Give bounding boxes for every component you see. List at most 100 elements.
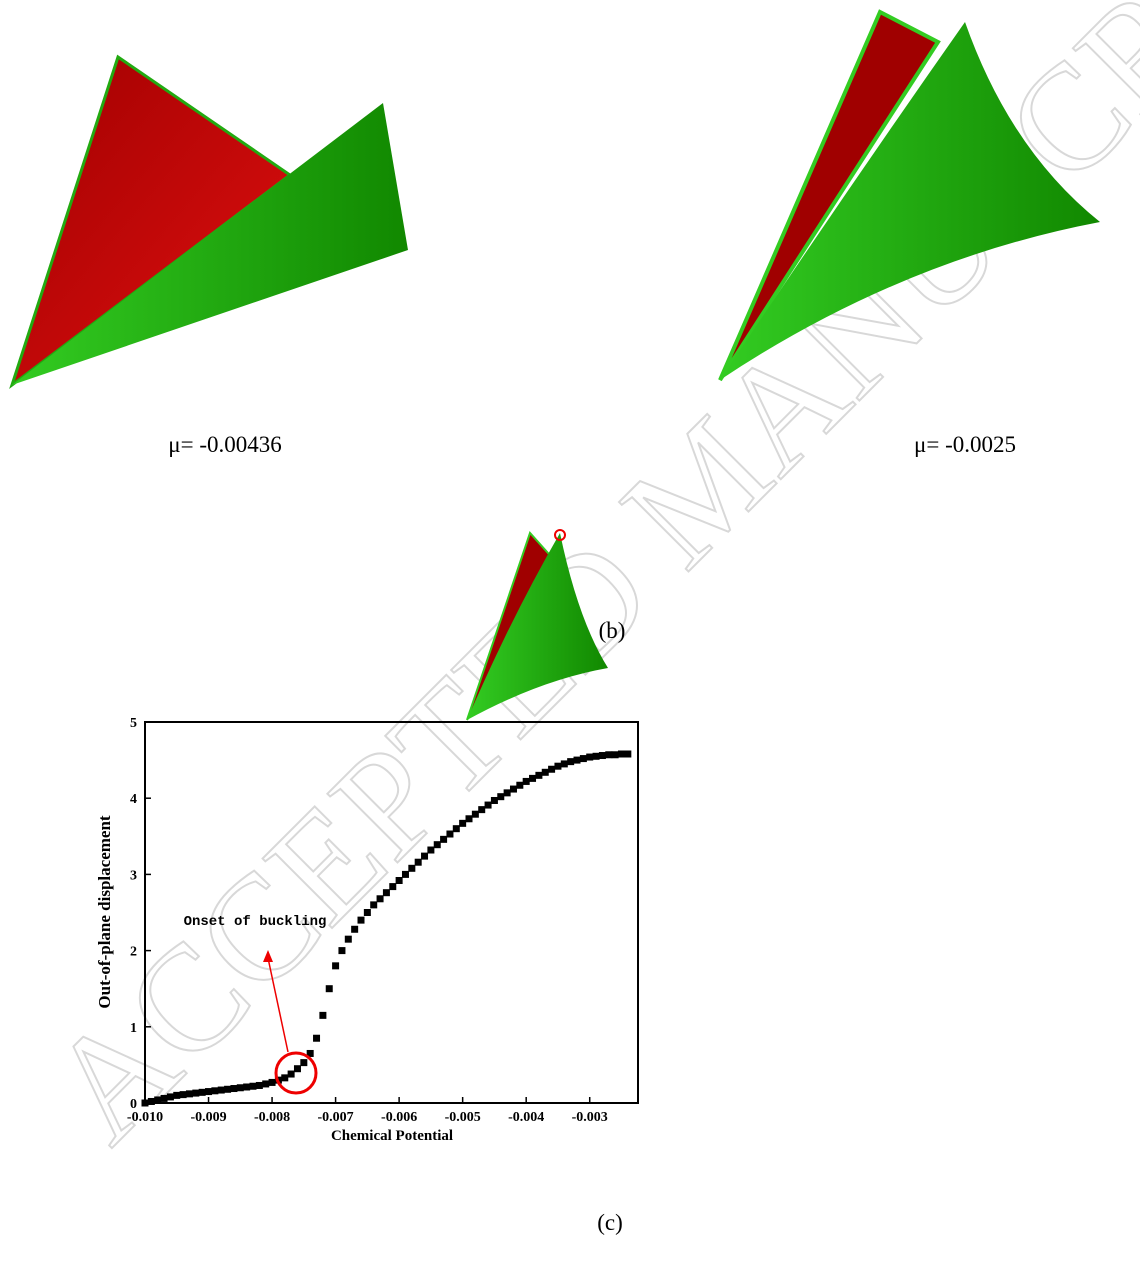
point: [554, 763, 561, 770]
point: [345, 936, 352, 943]
point: [377, 895, 384, 902]
point: [427, 847, 434, 854]
shape-left: [12, 57, 408, 385]
x-tick-label: -0.009: [190, 1110, 226, 1125]
point: [154, 1096, 161, 1103]
point: [516, 782, 523, 789]
point: [173, 1092, 180, 1099]
point: [586, 754, 593, 761]
figure: ACCEPTED MANUSCRIPT μ= -0.00436 μ= -0.00…: [0, 0, 1140, 1271]
point: [218, 1087, 225, 1094]
point: [421, 853, 428, 860]
point: [250, 1083, 257, 1090]
point: [142, 1100, 149, 1107]
point: [148, 1098, 155, 1105]
x-tick-label: -0.005: [445, 1110, 481, 1125]
point: [319, 1012, 326, 1019]
point: [205, 1088, 212, 1095]
point: [269, 1079, 276, 1086]
point: [161, 1095, 168, 1102]
point: [446, 831, 453, 838]
point: [497, 793, 504, 800]
annotation: Onset of buckling: [184, 914, 327, 930]
point: [415, 859, 422, 866]
point: [237, 1084, 244, 1091]
point: [294, 1065, 301, 1072]
point: [593, 753, 600, 760]
point: [300, 1059, 307, 1066]
x-tick-label: -0.006: [381, 1110, 417, 1125]
point: [364, 909, 371, 916]
point: [230, 1085, 237, 1092]
y-axis-label: Out-of-plane displacement: [95, 815, 114, 1008]
point: [167, 1093, 174, 1100]
point: [580, 755, 587, 762]
point: [199, 1089, 206, 1096]
point: [262, 1080, 269, 1087]
point: [542, 769, 549, 776]
y-tick-label: 5: [130, 716, 137, 731]
point: [434, 841, 441, 848]
label-right: μ= -0.0025: [914, 432, 1016, 457]
point: [466, 815, 473, 822]
x-tick-label: -0.008: [254, 1110, 290, 1125]
point: [523, 778, 530, 785]
caption-b: (b): [599, 618, 626, 643]
point: [192, 1090, 199, 1097]
point: [288, 1071, 295, 1078]
point: [211, 1087, 218, 1094]
y-tick-label: 4: [130, 792, 137, 807]
point: [485, 802, 492, 809]
onset-circle: [276, 1053, 316, 1093]
label-left: μ= -0.00436: [168, 432, 281, 457]
point: [186, 1090, 193, 1097]
point: [529, 775, 536, 782]
point: [332, 962, 339, 969]
point: [472, 811, 479, 818]
y-tick-label: 0: [130, 1097, 137, 1112]
y-tick-label: 3: [130, 868, 137, 883]
x-tick-label: -0.010: [127, 1110, 163, 1125]
point: [313, 1035, 320, 1042]
point: [504, 789, 511, 796]
point: [408, 865, 415, 872]
point: [402, 871, 409, 878]
x-axis-label: Chemical Potential: [331, 1128, 453, 1144]
point: [224, 1086, 231, 1093]
point: [281, 1074, 288, 1081]
point: [624, 751, 631, 758]
point: [243, 1083, 250, 1090]
point: [548, 766, 555, 773]
point: [478, 806, 485, 813]
point: [567, 758, 574, 765]
point: [440, 836, 447, 843]
point: [574, 757, 581, 764]
caption-c: (c): [597, 1210, 623, 1235]
x-tick-label: -0.003: [572, 1110, 608, 1125]
point: [491, 797, 498, 804]
point: [396, 877, 403, 884]
point: [180, 1091, 187, 1098]
point: [599, 752, 606, 759]
y-tick-label: 1: [130, 1021, 137, 1036]
point: [326, 985, 333, 992]
point: [459, 820, 466, 827]
page: ACCEPTED MANUSCRIPT μ= -0.00436 μ= -0.00…: [0, 0, 1140, 1271]
point: [383, 889, 390, 896]
point: [351, 926, 358, 933]
point: [605, 751, 612, 758]
point: [370, 901, 377, 908]
point: [618, 751, 625, 758]
point: [453, 825, 460, 832]
y-tick-label: 2: [130, 945, 137, 960]
x-tick-label: -0.007: [318, 1110, 354, 1125]
point: [338, 947, 345, 954]
x-tick-label: -0.004: [508, 1110, 544, 1125]
point: [535, 772, 542, 779]
point: [612, 751, 619, 758]
point: [256, 1082, 263, 1089]
point: [358, 917, 365, 924]
point: [389, 883, 396, 890]
point: [561, 760, 568, 767]
point: [510, 786, 517, 793]
